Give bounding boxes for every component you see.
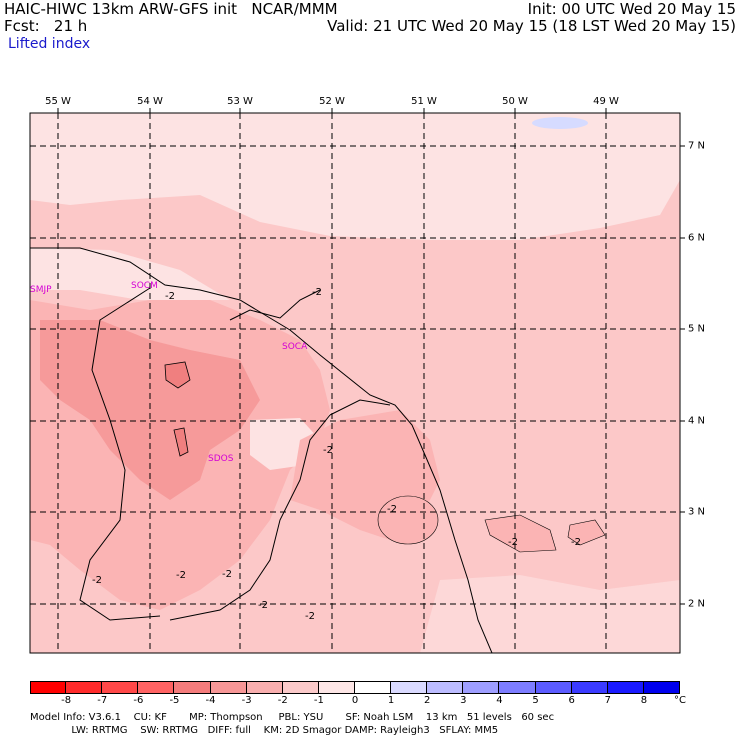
lon-label: 49 W xyxy=(593,96,619,107)
lat-label: 2 N xyxy=(688,598,706,610)
colorbar-box xyxy=(499,681,536,694)
contour-labels: -2 -2 -2 -2 -2 -2 -2 -2 -2 -2 -2 xyxy=(92,287,581,622)
lat-label: 7 N xyxy=(688,140,706,152)
init-time: Init: 00 UTC Wed 20 May 15 xyxy=(527,0,736,18)
station-smjp: SMJP xyxy=(30,285,52,295)
colorbar-box xyxy=(318,681,355,694)
patch-offshore-2 xyxy=(484,514,557,553)
colorbar-box xyxy=(571,681,608,694)
coastline xyxy=(30,247,493,653)
colorbar-box xyxy=(355,681,392,694)
colorbar-tick-label: 1 xyxy=(387,695,395,706)
contour-label: -2 xyxy=(165,291,175,302)
lat-label: 6 N xyxy=(688,232,706,244)
contour-label: -2 xyxy=(571,537,581,548)
colorbar-box xyxy=(66,681,103,694)
border-north xyxy=(329,399,391,416)
shading-layer xyxy=(30,113,680,653)
contour-label: -2 xyxy=(323,445,333,456)
contour-label: -2 xyxy=(222,569,232,580)
contour-label: -2 xyxy=(387,504,397,515)
border-east xyxy=(169,414,331,621)
model-info-line-1: Model Info: V3.6.1 CU: KF MP: Thompson P… xyxy=(30,712,555,723)
colorbar-box xyxy=(138,681,175,694)
contour-label: -2 xyxy=(508,537,518,548)
contour-label: -2 xyxy=(305,611,315,622)
colorbar-box xyxy=(30,681,67,694)
colorbar-box xyxy=(174,681,211,694)
shade-light-top xyxy=(30,113,680,240)
lon-label: 51 W xyxy=(411,96,437,107)
colorbar-tick-label: 3 xyxy=(460,695,467,706)
lat-label: 5 N xyxy=(688,323,706,335)
colorbar-tick-label: 6 xyxy=(568,695,575,706)
graticule xyxy=(30,113,680,653)
lat-label: 4 N xyxy=(688,415,706,427)
lon-label: 50 W xyxy=(502,96,528,107)
contour-label: -2 xyxy=(312,287,322,298)
colorbar-tick-label: -5 xyxy=(169,695,180,706)
boundaries xyxy=(30,247,493,653)
colorbar-tick-label: 5 xyxy=(532,695,539,706)
colorbar-box xyxy=(246,681,283,694)
colorbar-tick-label: 8 xyxy=(640,695,648,706)
colorbar-tick-label: -4 xyxy=(205,695,216,706)
station-sdos: SDOS xyxy=(208,454,234,464)
valid-time: Valid: 21 UTC Wed 20 May 15 (18 LST Wed … xyxy=(327,17,736,35)
shade-positive xyxy=(532,117,588,129)
colorbar-tick-label: 4 xyxy=(496,695,503,706)
station-socm: SOCM xyxy=(131,281,158,291)
colorbar-tick-label: -8 xyxy=(61,695,72,706)
contour-label: -2 xyxy=(258,600,268,611)
colorbar-tick-label: -1 xyxy=(313,695,324,706)
patch-offshore-3 xyxy=(567,519,606,546)
axis-ticks xyxy=(57,108,685,605)
colorbar-box xyxy=(427,681,464,694)
shade-darkest-2 xyxy=(173,427,189,457)
model-title: HAIC-HIWC 13km ARW-GFS init NCAR/MMM xyxy=(4,0,338,18)
shade-darkest-1 xyxy=(164,361,191,389)
contour-label: -2 xyxy=(176,570,186,581)
border-west xyxy=(79,287,161,621)
station-soca: SOCA xyxy=(282,342,308,352)
contour-label: -2 xyxy=(92,575,102,586)
field-label: Lifted index xyxy=(8,36,91,52)
colorbar-box xyxy=(210,681,247,694)
colorbar-tick-label: 0 xyxy=(351,695,359,706)
colorbar-unit: °C xyxy=(674,695,686,706)
map-frame xyxy=(29,112,681,654)
colorbar-tick-label: 2 xyxy=(424,695,431,706)
model-info-line-2: LW: RRTMG SW: RRTMG DIFF: full KM: 2D Sm… xyxy=(30,725,499,736)
lon-label: 54 W xyxy=(137,96,163,107)
lat-label: 3 N xyxy=(688,506,706,518)
colorbar-tick-label: 7 xyxy=(604,695,611,706)
lon-label: 55 W xyxy=(45,96,71,107)
colorbar-tick-label: -2 xyxy=(277,695,288,706)
colorbar-box xyxy=(643,681,680,694)
colorbar-box xyxy=(535,681,572,694)
lon-label: 53 W xyxy=(227,96,253,107)
colorbar-box xyxy=(607,681,644,694)
forecast-hour: Fcst: 21 h xyxy=(4,17,88,35)
lon-label: 52 W xyxy=(319,96,345,107)
colorbar-tick-label: -3 xyxy=(241,695,252,706)
contour-1 xyxy=(229,289,321,321)
patch-offshore-1 xyxy=(377,495,439,545)
shade-dark xyxy=(40,320,260,500)
colorbar-tick-label: -7 xyxy=(97,695,108,706)
colorbar-box xyxy=(391,681,428,694)
colorbar-box xyxy=(282,681,319,694)
colorbar-tick-label: -6 xyxy=(133,695,144,706)
station-layer: SMJP SOCM SOCA SDOS xyxy=(30,281,308,464)
colorbar-box xyxy=(102,681,139,694)
colorbar-box xyxy=(463,681,500,694)
shade-light-se xyxy=(420,575,680,653)
